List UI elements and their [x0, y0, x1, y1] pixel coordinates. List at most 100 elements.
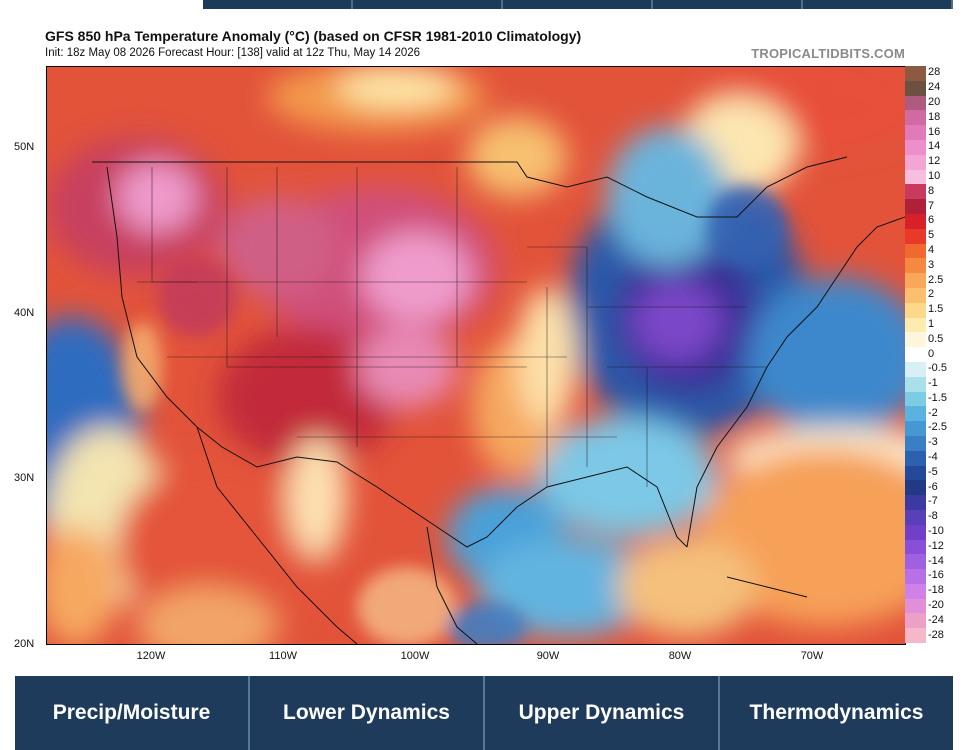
- colorbar-cell: [905, 495, 926, 510]
- lon-label-120w: 120W: [136, 650, 166, 662]
- colorbar-label: -2.5: [928, 421, 947, 434]
- colorbar-label: 20: [928, 95, 941, 108]
- lon-label-80w: 80W: [668, 650, 692, 662]
- colorbar-label: -18: [928, 584, 944, 597]
- colorbar: [905, 66, 926, 644]
- colorbar-cell: [905, 361, 926, 377]
- colorbar-cell: [905, 480, 926, 496]
- colorbar-label: 4: [928, 243, 935, 256]
- colorbar-cell: [905, 317, 926, 333]
- lon-label-70w: 70W: [800, 650, 824, 662]
- colorbar-cell: [905, 391, 926, 407]
- colorbar-label: -24: [928, 613, 944, 626]
- lon-label-110w: 110W: [269, 650, 297, 662]
- lat-label-20n: 20N: [14, 638, 35, 650]
- colorbar-label: -8: [928, 510, 938, 523]
- lon-label-100w: 100W: [400, 650, 430, 662]
- colorbar-label: -0.5: [928, 362, 947, 375]
- colorbar-cell: [905, 66, 926, 81]
- colorbar-cell: [905, 228, 926, 244]
- colorbar-label: 0: [928, 347, 935, 360]
- colorbar-cell: [905, 80, 926, 96]
- colorbar-cell: [905, 347, 926, 362]
- colorbar-label: 5: [928, 229, 935, 242]
- colorbar-cell: [905, 273, 926, 288]
- colorbar-cell: [905, 213, 926, 229]
- colorbar-cell: [905, 258, 926, 274]
- top-tab-bar: [203, 0, 953, 9]
- colorbar-label: 7: [928, 199, 935, 212]
- colorbar-label: 10: [928, 169, 941, 182]
- colorbar-cell: [905, 509, 926, 525]
- tab-lower-dynamics[interactable]: Lower Dynamics: [250, 676, 485, 750]
- colorbar-label: 1: [928, 317, 935, 330]
- colorbar-cell: [905, 435, 926, 451]
- colorbar-cell: [905, 598, 926, 614]
- colorbar-cell: [905, 583, 926, 599]
- tab-upper-dynamics[interactable]: Upper Dynamics: [485, 676, 720, 750]
- bottom-tab-bar: Precip/Moisture Lower Dynamics Upper Dyn…: [15, 676, 953, 750]
- top-tab-1[interactable]: [203, 0, 353, 9]
- colorbar-cell: [905, 539, 926, 555]
- colorbar-label: -20: [928, 599, 944, 611]
- colorbar-cell: [905, 95, 926, 111]
- colorbar-cell: [905, 154, 926, 170]
- colorbar-cell: [905, 139, 926, 155]
- top-tab-2[interactable]: [353, 0, 503, 9]
- tab-thermodynamics[interactable]: Thermodynamics: [720, 676, 953, 750]
- colorbar-label: 14: [928, 140, 941, 153]
- top-tab-4[interactable]: [653, 0, 803, 9]
- colorbar-label: 1.5: [928, 303, 944, 316]
- colorbar-cell: [905, 302, 926, 318]
- colorbar-cell: [905, 450, 926, 466]
- lat-label-40n: 40N: [14, 307, 35, 319]
- anomaly-map[interactable]: [46, 66, 906, 645]
- colorbar-label: -7: [928, 495, 938, 508]
- colorbar-label: -28: [928, 628, 944, 641]
- colorbar-label: 16: [928, 125, 941, 138]
- colorbar-label: 2: [928, 288, 935, 301]
- colorbar-label: 24: [928, 81, 941, 94]
- colorbar-label: 0.5: [928, 332, 944, 345]
- top-tab-5[interactable]: [803, 0, 953, 9]
- colorbar-label: -16: [928, 569, 944, 582]
- lat-label-30n: 30N: [14, 472, 35, 484]
- colorbar-cell: [905, 406, 926, 422]
- colorbar-label: -6: [928, 480, 938, 493]
- colorbar-label: -4: [928, 451, 938, 464]
- lon-label-90w: 90W: [536, 650, 560, 662]
- colorbar-label: -14: [928, 554, 944, 567]
- colorbar-cell: [905, 376, 926, 392]
- colorbar-cell: [905, 243, 926, 259]
- colorbar-label: 8: [928, 184, 935, 197]
- top-tab-3[interactable]: [503, 0, 653, 9]
- colorbar-label: -10: [928, 525, 944, 538]
- tab-precip-moisture[interactable]: Precip/Moisture: [15, 676, 250, 750]
- colorbar-cell: [905, 287, 926, 303]
- colorbar-label: -12: [928, 539, 944, 552]
- colorbar-cell: [905, 110, 926, 126]
- colorbar-label: 12: [928, 155, 941, 168]
- map-title: GFS 850 hPa Temperature Anomaly (°C) (ba…: [45, 28, 582, 44]
- colorbar-label: -3: [928, 436, 938, 449]
- colorbar-cell: [905, 554, 926, 570]
- colorbar-cell: [905, 421, 926, 436]
- colorbar-cell: [905, 184, 926, 200]
- colorbar-cell: [905, 169, 926, 185]
- colorbar-label: -2: [928, 406, 938, 419]
- colorbar-cell: [905, 332, 926, 348]
- colorbar-label: 28: [928, 66, 941, 79]
- colorbar-label: 18: [928, 110, 941, 123]
- colorbar-label: -1: [928, 377, 938, 390]
- colorbar-cell: [905, 465, 926, 481]
- watermark: TROPICALTIDBITS.COM: [751, 46, 905, 61]
- colorbar-cell: [905, 125, 926, 140]
- colorbar-label: 3: [928, 258, 935, 271]
- colorbar-label: 2.5: [928, 273, 944, 286]
- colorbar-cell: [905, 199, 926, 214]
- lat-label-50n: 50N: [14, 141, 35, 153]
- colorbar-label: 6: [928, 214, 935, 227]
- colorbar-cell: [905, 524, 926, 540]
- colorbar-cell: [905, 569, 926, 584]
- colorbar-label: -1.5: [928, 391, 947, 404]
